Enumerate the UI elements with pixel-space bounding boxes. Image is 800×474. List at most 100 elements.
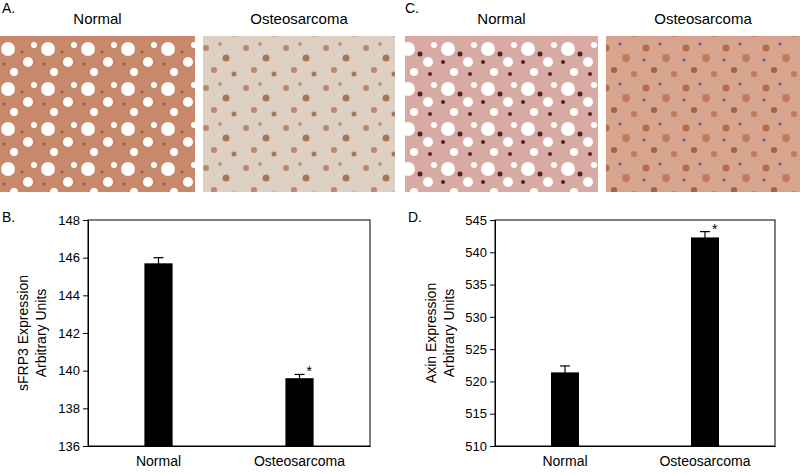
y-tick: 535 [465,277,495,292]
plot-frame [495,220,775,446]
y-tick-label: 142 [58,326,80,341]
image-caption: Normal [477,10,525,27]
error-bar-cap [295,381,305,382]
plot-frame [88,220,370,446]
y-axis-title: Axin Expression [423,283,439,383]
y-tick: 525 [465,342,495,357]
y-tick: 138 [58,401,88,416]
y-axis: 136 138 140 142 144 146 148 [58,213,88,454]
error-bar-cap [154,257,164,258]
y-tick-label: 144 [58,288,80,303]
error-bar [700,232,710,244]
image-caption: Osteosarcoma [250,10,348,27]
panel-label: D. [408,209,422,225]
y-tick: 520 [465,374,495,389]
error-bar [560,366,570,379]
chart: B. * 136 138 140 142 144 146 148 Normal Osteosarco… [2,209,371,469]
y-tick: 146 [58,250,88,265]
x-tick-label: Osteosarcoma [659,453,750,469]
error-bar [295,374,305,382]
chart: D. * 510 515 520 525 530 535 540 545 Normal Osteosa… [408,209,776,469]
x-tick-label: Normal [542,453,587,469]
y-tick-mark [490,252,495,253]
y-tick: 530 [465,310,495,325]
axis-line [83,221,89,447]
y-tick-label: 525 [465,342,487,357]
bars [144,258,313,446]
y-tick-mark [490,414,495,415]
y-tick: 144 [58,288,88,303]
panel-label: B. [2,209,15,225]
y-tick-label: 136 [58,439,80,454]
image-caption: Normal [73,10,121,27]
y-tick-mark [490,381,495,382]
y-tick: 540 [465,245,495,260]
x-axis: Normal Osteosarcoma [496,446,776,469]
y-tick-label: 510 [465,439,487,454]
significance-marker: * [712,221,718,237]
error-bar-cap [560,365,570,366]
error-bar-cap [700,243,710,244]
axis-line [89,446,371,447]
y-axis-title: Arbitrary Units [33,289,49,378]
y-tick-label: 140 [58,363,80,378]
y-tick-label: 535 [465,277,487,292]
error-bar-stem [564,366,565,379]
y-tick: 136 [58,439,88,454]
y-tick: 545 [465,213,495,228]
significance-marker: * [307,363,313,379]
bar [551,372,579,446]
histology-image [0,36,195,192]
y-tick: 148 [58,213,88,228]
error-bar-cap [295,374,305,375]
bar [691,237,719,446]
y-tick-mark [490,317,495,318]
y-tick: 515 [465,406,495,421]
image-caption: Osteosarcoma [654,10,752,27]
y-tick-label: 530 [465,310,487,325]
x-tick: Normal [136,446,181,469]
panel-label: C. [405,0,419,16]
y-tick-label: 146 [58,250,80,265]
y-tick-label: 148 [58,213,80,228]
y-tick-mark [83,220,88,221]
y-tick-mark [490,285,495,286]
y-tick-mark [83,295,88,296]
histology-image [405,36,598,192]
error-bar [154,258,164,269]
x-tick: Normal [542,446,587,469]
figure: A. Normal Osteosarcoma C. Normal Osteosarcoma… [0,0,800,474]
axis-line [496,446,776,447]
x-tick-label: Normal [136,453,181,469]
x-tick: Osteosarcoma [254,446,345,469]
y-tick-label: 540 [465,245,487,260]
y-tick-label: 520 [465,374,487,389]
bars [551,232,719,446]
y-tick-mark [83,258,88,259]
x-axis: Normal Osteosarcoma [89,446,371,469]
error-bar-stem [158,258,159,269]
error-bar-cap [154,268,164,269]
y-tick: 510 [465,439,495,454]
y-tick-mark [490,349,495,350]
x-tick-label: Osteosarcoma [254,453,345,469]
y-axis: 510 515 520 525 530 535 540 545 [465,213,495,454]
x-tick: Osteosarcoma [659,446,750,469]
y-tick-mark [83,371,88,372]
y-tick-label: 515 [465,406,487,421]
y-tick-mark [490,446,495,447]
error-bar-stem [704,232,705,244]
y-tick: 140 [58,363,88,378]
bar [144,263,172,446]
histology-image [606,36,800,192]
axis-line [490,221,496,447]
y-tick-label: 138 [58,401,80,416]
error-bar-cap [560,378,570,379]
y-tick-mark [83,408,88,409]
y-tick-label: 545 [465,213,487,228]
panel-label: A. [2,0,15,16]
y-tick: 142 [58,326,88,341]
y-tick-mark [83,446,88,447]
error-bar-stem [299,374,300,382]
y-axis-title: sFRP3 Expression [15,275,31,391]
